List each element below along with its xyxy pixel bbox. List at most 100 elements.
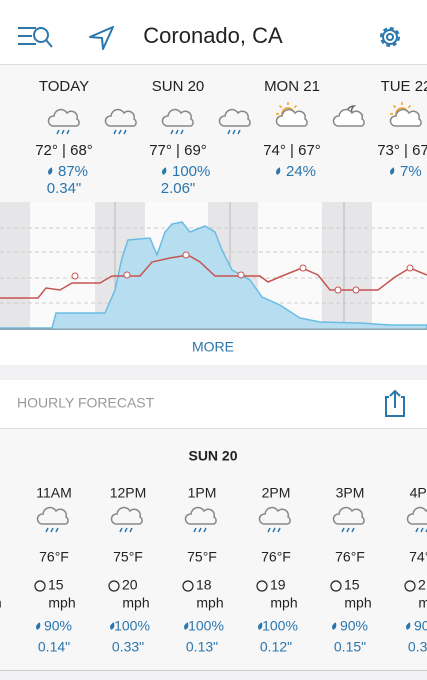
weather-icon <box>218 108 251 135</box>
header-bar <box>0 0 427 64</box>
rain <box>198 527 202 533</box>
section-title: HOURLY FORECAST <box>17 395 155 411</box>
rain <box>267 527 271 533</box>
rain <box>129 527 133 533</box>
wind-icon <box>108 580 120 592</box>
ray <box>293 104 298 109</box>
settings-icon[interactable] <box>380 27 400 47</box>
day-temps: 72° | 68° <box>35 142 93 159</box>
day-amount: 0.34" <box>47 180 82 197</box>
weather-icon <box>47 108 80 135</box>
cloud <box>184 506 217 525</box>
day-label: TODAY <box>39 78 89 95</box>
rain <box>113 129 117 135</box>
weather-icon <box>406 506 427 533</box>
day-label: TUE 22 <box>381 78 427 95</box>
hour-temp: 76°F <box>261 549 291 565</box>
day-temps: 73° | 67° <box>377 142 427 159</box>
drop-icon <box>390 167 395 175</box>
drop-icon <box>36 622 41 630</box>
weather-icon <box>104 108 137 135</box>
hour-wind: 20 <box>122 577 138 593</box>
hour-wind-unit: mph <box>0 595 2 611</box>
rain <box>425 528 427 533</box>
rain <box>272 527 276 533</box>
cloud <box>36 506 69 525</box>
wind-icon <box>34 580 46 592</box>
rain <box>123 129 127 135</box>
hour-precip: 90% <box>44 618 72 634</box>
ray <box>392 104 397 109</box>
rain <box>170 129 174 135</box>
rain <box>277 527 281 533</box>
hour-label: 2PM <box>262 485 291 501</box>
hour-precip: 90% <box>340 618 368 634</box>
weather-icon <box>161 108 194 135</box>
wind-icon <box>330 580 342 592</box>
cloud <box>110 506 143 525</box>
day-amount: 2.06" <box>161 180 196 197</box>
wind-icon <box>404 580 416 592</box>
daily-strip <box>0 65 427 202</box>
drop-icon <box>276 167 281 175</box>
hour-temp: 75°F <box>187 549 217 565</box>
hour-amount: 0.33" <box>112 639 144 655</box>
hour-precip: 100% <box>188 618 224 634</box>
hour-wind-unit: mph <box>418 595 427 611</box>
share-icon[interactable] <box>385 389 405 417</box>
cloud <box>389 108 422 127</box>
drop-icon <box>162 167 167 175</box>
more-bar[interactable] <box>0 330 427 365</box>
rain <box>203 527 207 533</box>
weather-icon <box>36 506 69 533</box>
hour-wind: 15 <box>344 577 360 593</box>
day-label: SUN 20 <box>152 78 205 95</box>
weather-icon <box>110 506 143 533</box>
hour-wind-unit: mph <box>48 595 75 611</box>
rain <box>341 527 345 533</box>
hour-label: 11AM <box>36 485 72 501</box>
rain <box>61 129 65 135</box>
day-precip: 87% <box>58 163 88 180</box>
rain <box>346 527 350 533</box>
rain <box>45 527 49 533</box>
drop-icon <box>258 622 263 630</box>
rain <box>56 129 60 135</box>
drop-icon <box>110 622 115 630</box>
cloud <box>275 108 308 127</box>
rain <box>420 527 424 533</box>
day-label: MON 21 <box>264 78 320 95</box>
hour-wind-unit: mph <box>344 595 371 611</box>
weather-icon <box>332 105 365 127</box>
more-button[interactable]: MORE <box>192 339 234 355</box>
hourly-header <box>0 380 427 428</box>
ray <box>278 104 283 109</box>
rain <box>118 129 122 135</box>
hour-wind: 19 <box>270 577 286 593</box>
cloud <box>161 108 194 127</box>
rain <box>124 527 128 533</box>
rain <box>66 129 70 135</box>
rain <box>175 129 179 135</box>
rain <box>227 129 231 135</box>
ray <box>407 104 412 109</box>
hour-amount: 0.14" <box>38 639 70 655</box>
rain <box>50 527 54 533</box>
cloud <box>332 506 365 525</box>
hour-amount: 0.13" <box>186 639 218 655</box>
location-icon[interactable] <box>89 26 114 50</box>
hour-temp: 74°F <box>409 549 427 565</box>
hour-amount: 0.12" <box>260 639 292 655</box>
cloud <box>258 506 291 525</box>
weather-icon <box>258 506 291 533</box>
cloud <box>104 108 137 127</box>
hour-wind: 21 <box>418 577 427 593</box>
search-menu-icon[interactable] <box>18 27 53 48</box>
hour-wind: 18 <box>196 577 212 593</box>
cloud <box>47 108 80 127</box>
hour-label: 3PM <box>336 485 365 501</box>
hour-amount: 0.33" <box>408 639 427 655</box>
rain <box>237 129 241 135</box>
